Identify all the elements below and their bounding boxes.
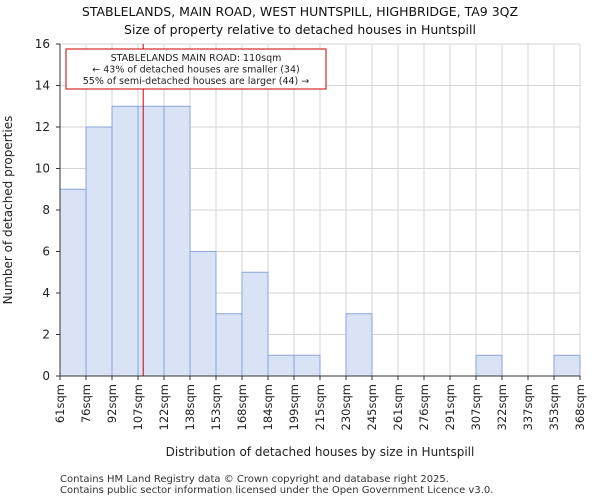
x-tick-label: 368sqm xyxy=(573,384,587,430)
y-tick-label: 10 xyxy=(35,162,50,176)
x-tick-label: 199sqm xyxy=(287,384,301,430)
annotation-line: STABLELANDS MAIN ROAD: 110sqm xyxy=(111,53,282,64)
y-tick-label: 12 xyxy=(35,120,50,134)
x-axis-label: Distribution of detached houses by size … xyxy=(166,445,475,459)
y-tick-label: 2 xyxy=(42,328,50,342)
y-tick-label: 14 xyxy=(35,79,50,93)
bar xyxy=(475,354,503,377)
x-tick-label: 215sqm xyxy=(313,384,327,430)
chart-subtitle: Size of property relative to detached ho… xyxy=(124,22,476,37)
x-tick-label: 92sqm xyxy=(105,384,119,423)
bar xyxy=(267,354,295,377)
y-tick-label: 6 xyxy=(42,245,50,259)
x-tick-label: 61sqm xyxy=(53,384,67,423)
x-tick-label: 184sqm xyxy=(261,384,275,430)
x-tick-label: 138sqm xyxy=(183,384,197,430)
bar xyxy=(345,313,373,377)
bar xyxy=(293,354,321,377)
x-tick-label: 76sqm xyxy=(79,384,93,423)
bar xyxy=(59,188,87,377)
y-tick-label: 0 xyxy=(42,369,50,383)
bar xyxy=(111,105,139,377)
x-tick-label: 122sqm xyxy=(157,384,171,430)
x-tick-label: 261sqm xyxy=(391,384,405,430)
x-tick-label: 291sqm xyxy=(443,384,457,430)
bar xyxy=(137,105,165,377)
bar xyxy=(553,354,581,377)
bar xyxy=(215,313,243,377)
annotation-line: 55% of semi-detached houses are larger (… xyxy=(83,76,310,87)
bar xyxy=(163,105,191,377)
bar xyxy=(241,271,269,377)
footer-line-2: Contains public sector information licen… xyxy=(60,485,494,496)
bar xyxy=(189,251,217,377)
x-tick-label: 307sqm xyxy=(469,384,483,430)
annotation-line: ← 43% of detached houses are smaller (34… xyxy=(92,65,299,76)
y-tick-label: 8 xyxy=(42,203,50,217)
x-tick-label: 276sqm xyxy=(417,384,431,430)
x-tick-label: 245sqm xyxy=(365,384,379,430)
y-axis-label: Number of detached properties xyxy=(1,116,15,305)
annotation-box xyxy=(65,48,327,90)
x-tick-label: 353sqm xyxy=(547,384,561,430)
x-tick-label: 168sqm xyxy=(235,384,249,430)
x-tick-label: 153sqm xyxy=(209,384,223,430)
x-tick-label: 337sqm xyxy=(521,384,535,430)
x-tick-label: 107sqm xyxy=(131,384,145,430)
x-tick-label: 322sqm xyxy=(495,384,509,430)
y-tick-label: 4 xyxy=(42,286,50,300)
bar xyxy=(85,126,113,377)
chart-title: STABLELANDS, MAIN ROAD, WEST HUNTSPILL, … xyxy=(81,4,519,19)
x-tick-label: 230sqm xyxy=(339,384,353,430)
footer-line-1: Contains HM Land Registry data © Crown c… xyxy=(60,474,449,485)
y-tick-label: 16 xyxy=(35,37,50,51)
